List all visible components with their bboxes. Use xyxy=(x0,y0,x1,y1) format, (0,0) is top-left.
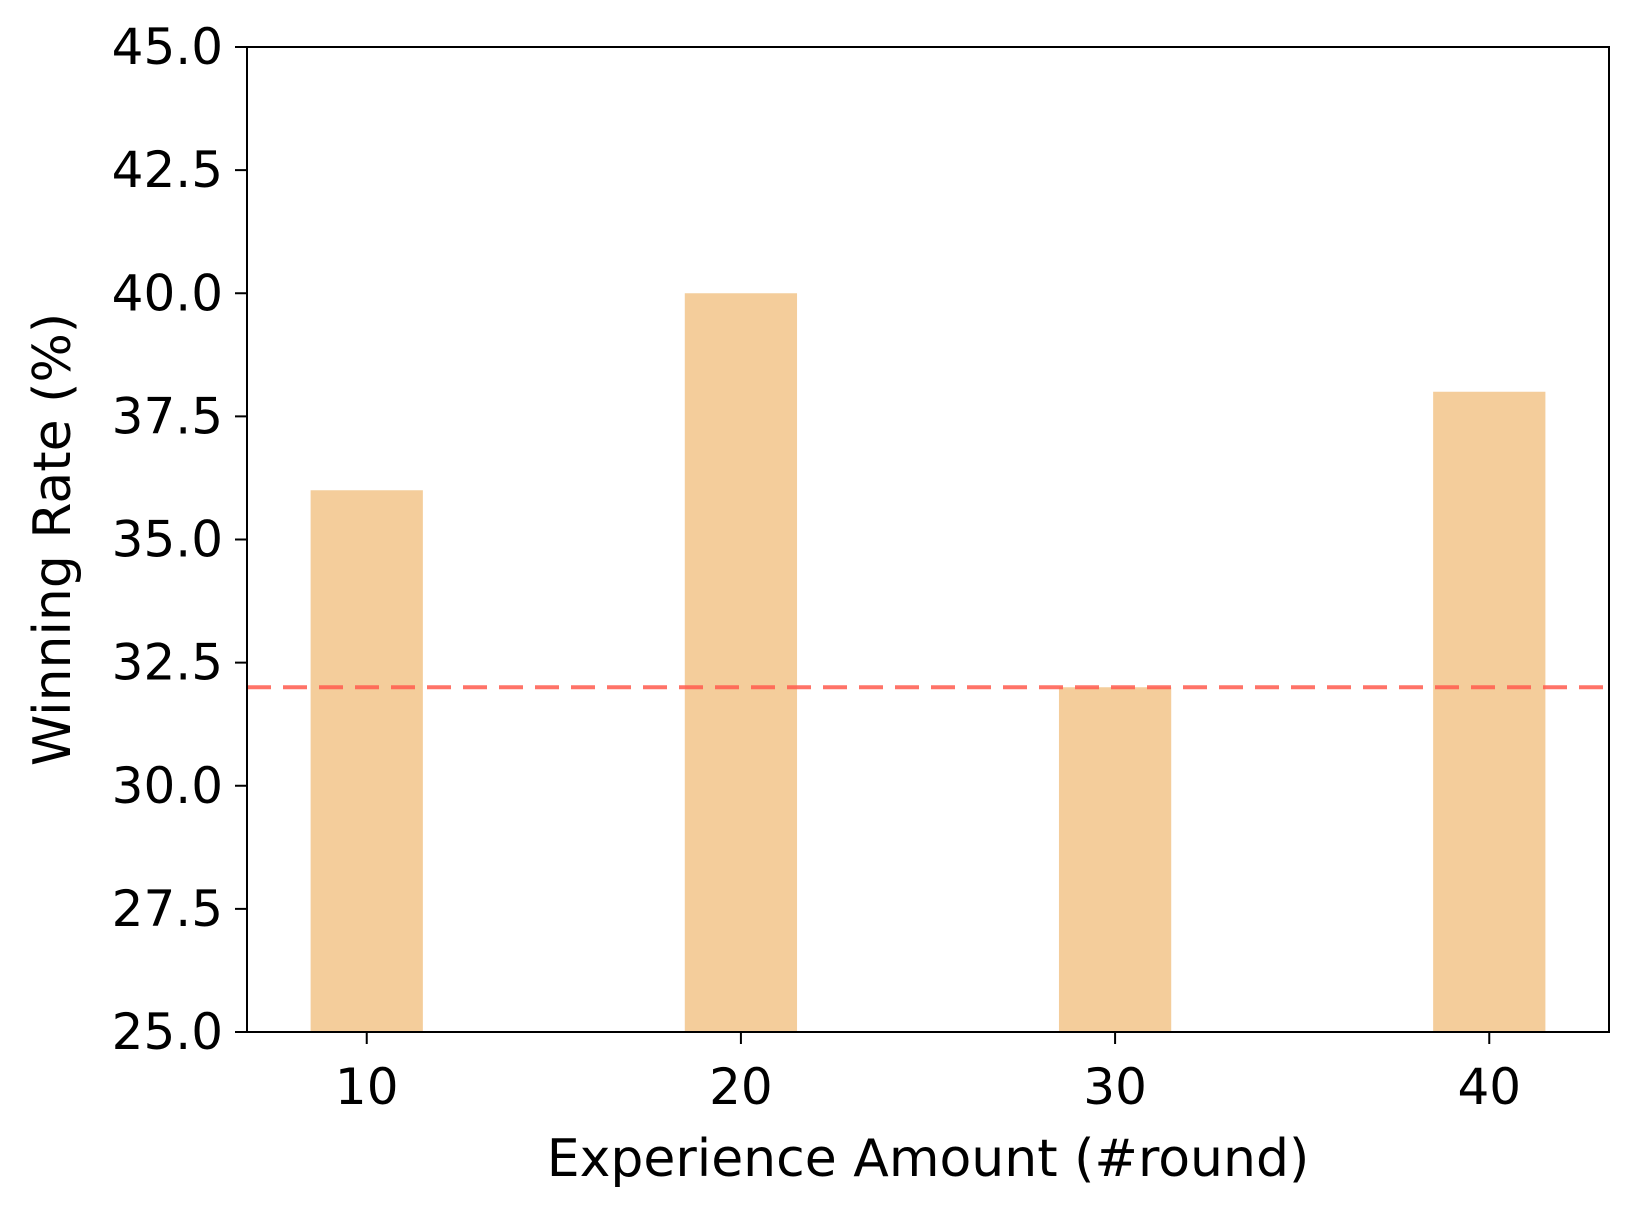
bar-20 xyxy=(684,293,798,1032)
x-axis-label: Experience Amount (#round) xyxy=(547,1129,1310,1189)
y-tick-label: 30.0 xyxy=(112,757,223,815)
x-axis: 10 20 30 40 xyxy=(335,1032,1521,1116)
y-tick-label: 27.5 xyxy=(112,880,223,938)
y-axis-label: Winning Rate (%) xyxy=(23,313,83,766)
x-tick-label: 40 xyxy=(1457,1058,1521,1116)
y-tick-label: 45.0 xyxy=(112,18,223,76)
bar-10 xyxy=(310,490,423,1032)
y-tick-label: 37.5 xyxy=(112,387,223,445)
y-axis: 25.0 27.5 30.0 32.5 35.0 37.5 40.0 42.5 45.0 xyxy=(112,18,247,1061)
y-tick-label: 25.0 xyxy=(112,1003,223,1061)
bars-group xyxy=(310,293,1546,1032)
y-tick-label: 32.5 xyxy=(112,634,223,692)
x-tick-label: 20 xyxy=(709,1058,773,1116)
bar-30 xyxy=(1058,687,1172,1032)
bar-40 xyxy=(1433,391,1546,1032)
y-tick-label: 35.0 xyxy=(112,511,223,569)
x-tick-label: 10 xyxy=(335,1058,399,1116)
plot-frame xyxy=(246,46,1610,1033)
y-tick-label: 42.5 xyxy=(112,141,223,199)
y-tick-label: 40.0 xyxy=(112,264,223,322)
x-tick-label: 30 xyxy=(1083,1058,1147,1116)
